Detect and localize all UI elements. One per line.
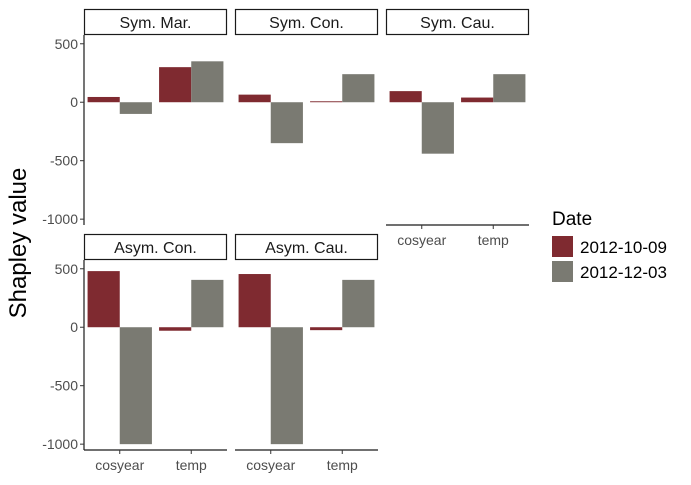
legend-label-2012-10-09: 2012-10-09	[580, 238, 667, 257]
bar-temp-2012-10-09	[159, 67, 192, 103]
x-tick-label: cosyear	[246, 457, 295, 473]
y-tick-label: -500	[50, 153, 78, 169]
y-tick-label: -1000	[42, 211, 78, 227]
y-tick-label: 500	[55, 36, 79, 52]
y-tick-label: -1000	[42, 436, 78, 452]
x-tick-label: temp	[176, 457, 207, 473]
bar-cosyear-2012-12-03	[119, 102, 152, 114]
bar-cosyear-2012-10-09	[238, 94, 271, 103]
bar-cosyear-2012-10-09	[87, 96, 120, 103]
bar-temp-2012-12-03	[191, 279, 224, 328]
legend-swatch-2012-10-09	[552, 236, 573, 257]
y-axis-title: Shapley value	[5, 168, 32, 319]
y-tick-label: 500	[55, 261, 79, 277]
y-tick-label: -500	[50, 378, 78, 394]
x-tick-label: cosyear	[397, 232, 446, 248]
facet-strip	[83, 233, 228, 261]
panel-asym-cau: Asym. Cau. cosyear temp	[234, 233, 379, 473]
legend-title: Date	[552, 209, 592, 230]
facet-strip	[234, 233, 379, 261]
bar-cosyear-2012-10-09	[87, 271, 120, 328]
facet-title: Sym. Mar.	[119, 15, 191, 32]
panel-sym-mar: Sym. Mar. 500 0 -500 -1000	[42, 8, 228, 227]
facet-title: Asym. Cau.	[265, 240, 348, 257]
panel-asym-con: Asym. Con. 500 0 -500 -1000 cosyear temp	[42, 233, 228, 473]
bar-cosyear-2012-10-09	[389, 91, 422, 103]
panel-sym-con: Sym. Con.	[234, 8, 379, 144]
y-tick-label: 0	[70, 319, 78, 335]
legend-label-2012-12-03: 2012-12-03	[580, 263, 667, 282]
facet-strip	[385, 8, 530, 36]
facet-title: Asym. Con.	[114, 240, 197, 257]
bar-temp-2012-12-03	[342, 74, 375, 103]
legend-swatch-2012-12-03	[552, 261, 573, 282]
x-tick-label: temp	[478, 232, 509, 248]
bar-cosyear-2012-12-03	[421, 102, 454, 154]
facet-strip	[234, 8, 379, 36]
panel-sym-cau: Sym. Cau. cosyear temp	[385, 8, 530, 248]
bar-temp-2012-12-03	[493, 74, 526, 103]
bar-temp-2012-10-09	[310, 101, 343, 103]
bar-cosyear-2012-10-09	[238, 274, 271, 328]
facet-strip	[83, 8, 228, 36]
bar-temp-2012-12-03	[191, 61, 224, 103]
x-tick-label: cosyear	[95, 457, 144, 473]
bar-temp-2012-10-09	[159, 327, 192, 331]
bar-temp-2012-10-09	[461, 97, 494, 103]
bar-cosyear-2012-12-03	[270, 327, 303, 445]
bar-cosyear-2012-12-03	[270, 102, 303, 144]
facet-title: Sym. Cau.	[420, 15, 495, 32]
legend: Date 2012-10-09 2012-12-03	[552, 209, 667, 282]
facet-title: Sym. Con.	[269, 15, 344, 32]
x-tick-label: temp	[327, 457, 358, 473]
panels-layer: Sym. Mar. 500 0 -500 -1000 Sym. Con. Sym. Cau.…	[42, 8, 530, 473]
bar-temp-2012-10-09	[310, 327, 343, 331]
bar-temp-2012-12-03	[342, 279, 375, 328]
bar-cosyear-2012-12-03	[119, 327, 152, 445]
y-tick-label: 0	[70, 94, 78, 110]
